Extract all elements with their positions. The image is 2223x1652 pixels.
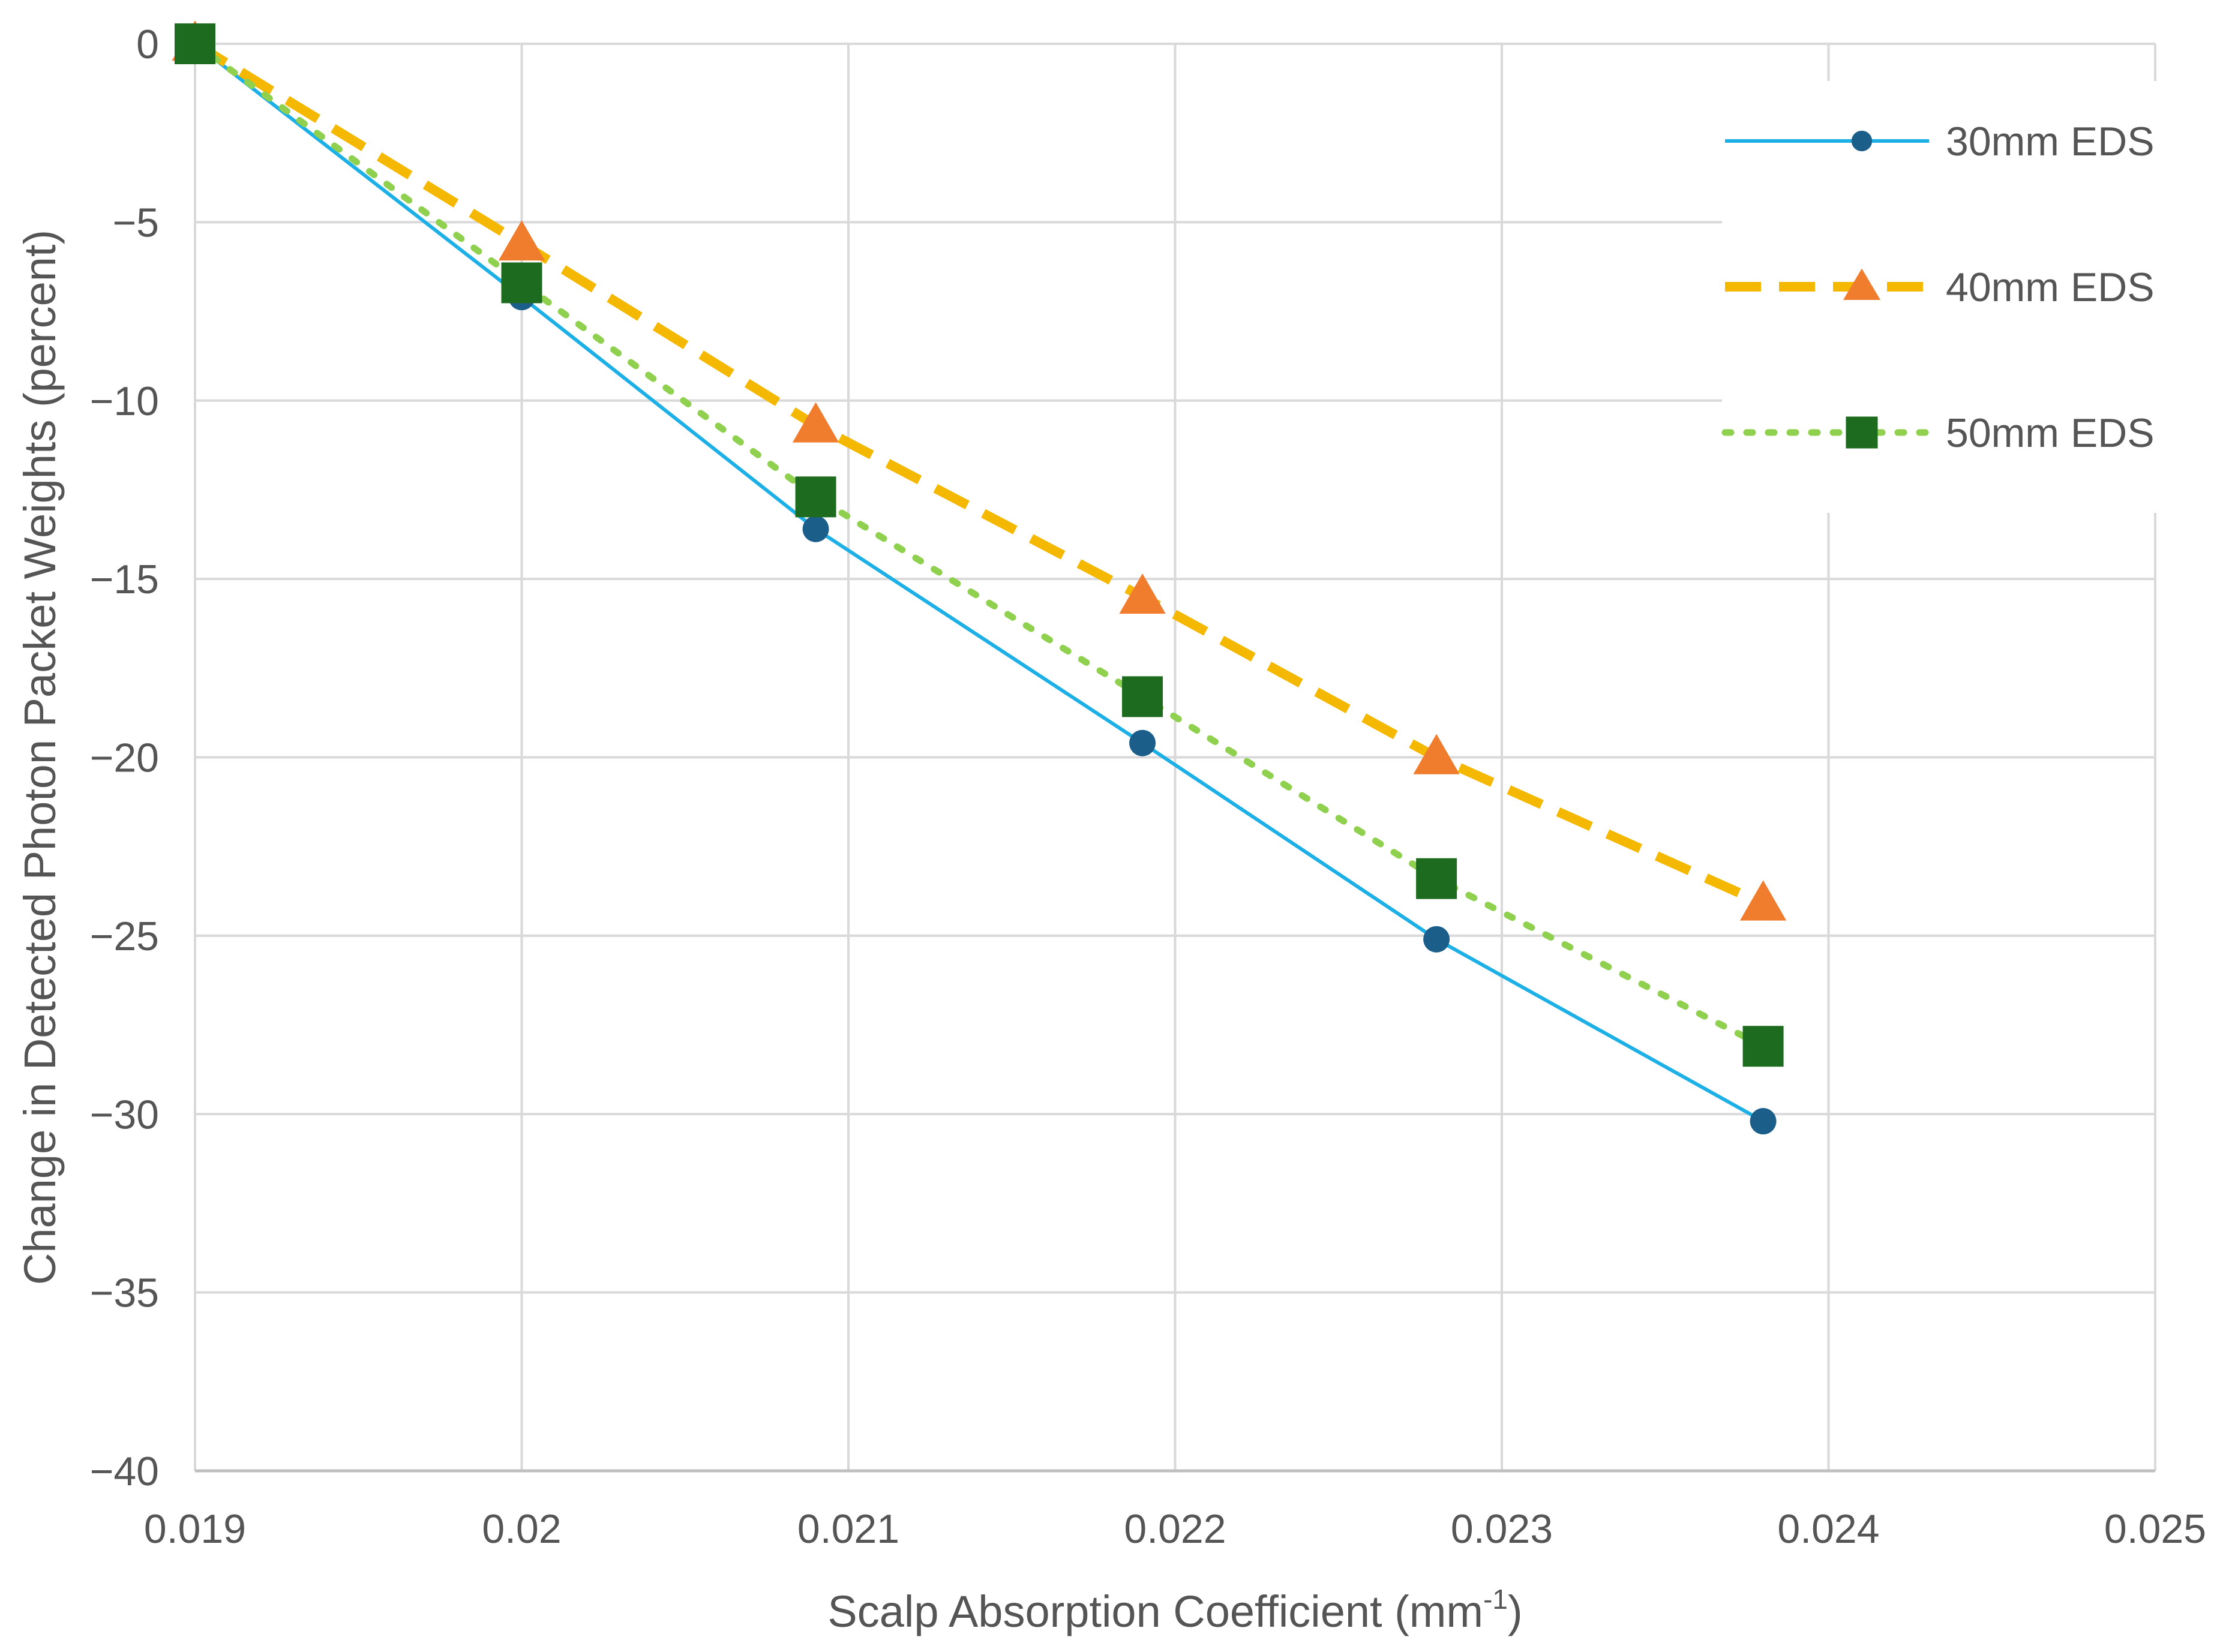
legend-label: 50mm EDS <box>1946 410 2155 456</box>
series-layer <box>172 20 1787 1135</box>
axes: 0.019 0.02 0.021 0.022 0.023 0.024 0.025 0 −5 −10… <box>90 22 2206 1552</box>
x-tick-label: 0.019 <box>144 1506 246 1552</box>
data-point <box>1413 734 1460 774</box>
data-point <box>1423 926 1450 953</box>
data-point <box>1739 880 1787 921</box>
data-point <box>792 402 839 443</box>
x-tick-label: 0.025 <box>2104 1506 2206 1552</box>
series-line <box>191 40 1767 1050</box>
x-tick-label: 0.022 <box>1124 1506 1226 1552</box>
legend-marker <box>1846 416 1878 449</box>
y-tick-label: −5 <box>112 200 159 245</box>
y-tick-label: −15 <box>90 557 159 602</box>
legend-entry: 40mm EDS <box>1725 265 2155 310</box>
y-tick-label: 0 <box>136 22 159 67</box>
data-point <box>795 476 836 518</box>
data-point <box>1742 1026 1784 1067</box>
legend-marker <box>1851 130 1873 152</box>
y-tick-label: −30 <box>90 1092 159 1137</box>
x-tick-label: 0.023 <box>1451 1506 1553 1552</box>
legend-entry: 50mm EDS <box>1721 410 2155 456</box>
data-point <box>802 515 829 542</box>
legend-background <box>1722 81 2184 513</box>
series-40mm-eds <box>172 20 1787 921</box>
data-point <box>1750 1108 1777 1135</box>
data-point <box>1416 858 1457 899</box>
y-tick-label: −25 <box>90 914 159 959</box>
data-point <box>501 262 542 304</box>
series-30mm-eds <box>182 31 1777 1135</box>
y-tick-label: −20 <box>90 735 159 781</box>
y-tick-label: −35 <box>90 1270 159 1316</box>
series-line <box>192 40 1765 908</box>
x-tick-label: 0.02 <box>482 1506 561 1552</box>
legend-label: 40mm EDS <box>1946 265 2155 310</box>
data-point <box>175 23 215 64</box>
y-axis-title: Change in Detected Photon Packet Weights… <box>15 230 65 1285</box>
legend-label: 30mm EDS <box>1946 119 2155 164</box>
x-axis-title: Scalp Absorption Coefficient (mm-1) <box>827 1584 1522 1636</box>
series-50mm-eds <box>175 23 1784 1067</box>
x-tick-label: 0.024 <box>1777 1506 1879 1552</box>
y-tick-label: −10 <box>90 379 159 424</box>
series-line <box>194 42 1765 1123</box>
legend-entry: 30mm EDS <box>1725 119 2155 164</box>
data-point <box>1129 729 1156 756</box>
x-tick-label: 0.021 <box>797 1506 899 1552</box>
data-point <box>1122 676 1163 717</box>
legend-marker <box>1843 268 1881 301</box>
data-point <box>1119 573 1166 614</box>
data-point <box>498 220 545 261</box>
y-tick-label: −40 <box>90 1449 159 1494</box>
legend: 30mm EDS 40mm EDS 50mm EDS <box>1721 81 2184 513</box>
